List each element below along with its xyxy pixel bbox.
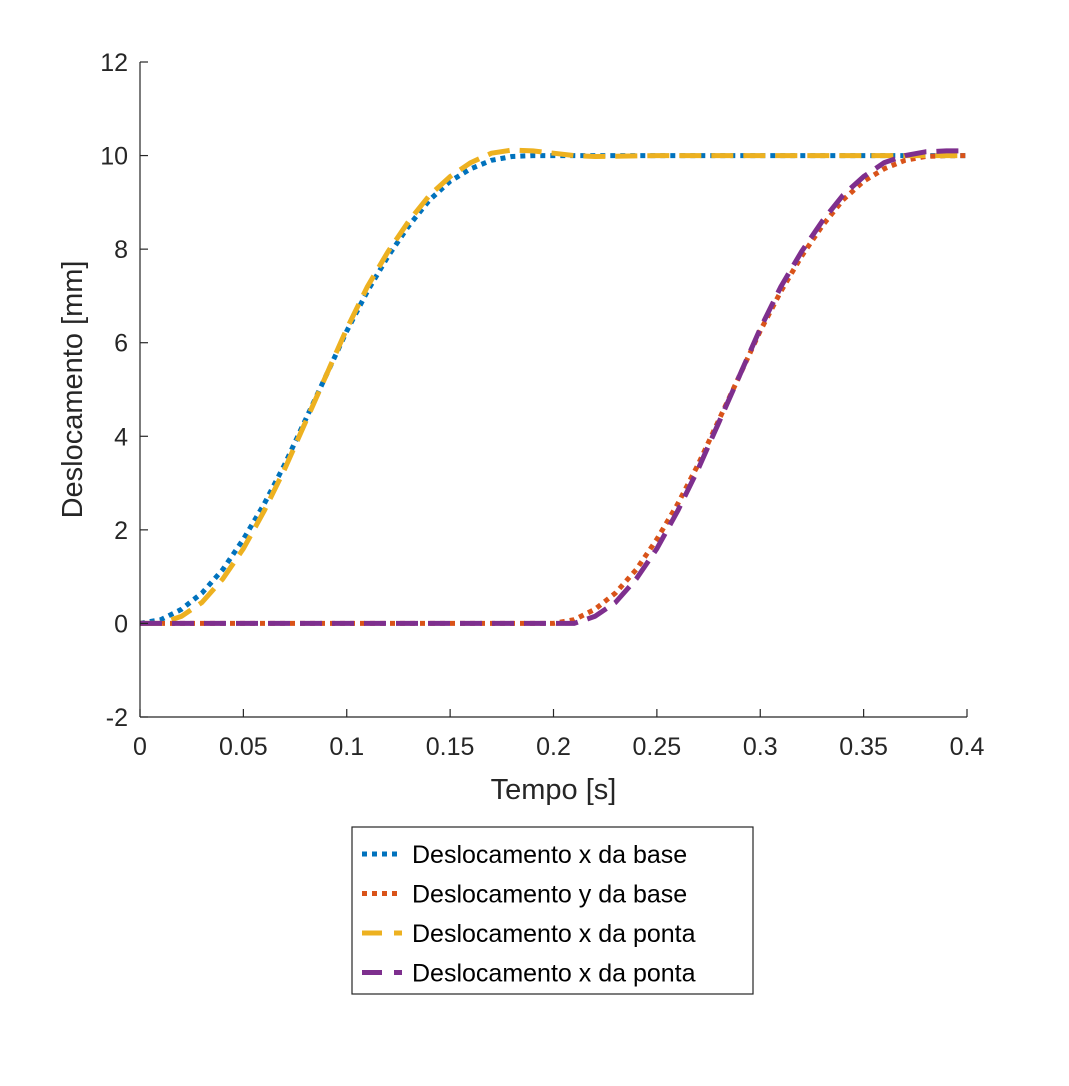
plot-lines [139,147,967,626]
x-tick-label: 0.05 [219,733,268,761]
x-tick-label: 0.35 [839,733,888,761]
y-tick-label: 8 [114,236,128,264]
y-tick-label: 6 [114,330,128,358]
series-line-3 [140,147,967,626]
series-line-4 [140,148,967,626]
legend-label-4: Deslocamento x da ponta [412,960,696,988]
series-line-2 [140,153,967,626]
legend: Deslocamento x da base Deslocamento y da … [351,826,754,995]
x-tick-label: 0.15 [426,733,475,761]
y-tick-label: 2 [114,517,128,545]
y-tick-label: 12 [100,49,128,77]
x-tick-label: 0.1 [329,733,364,761]
y-axis-label: Deslocamento [mm] [57,261,89,519]
y-tick-label: 10 [100,143,128,171]
y-tick-label: -2 [106,704,128,732]
x-tick-label: 0.3 [743,733,778,761]
x-axis-label: Tempo [s] [491,774,617,806]
y-tick-label: 0 [114,610,128,638]
legend-box [351,826,754,995]
legend-label-1: Deslocamento x da base [412,841,687,869]
x-tick-label: 0.4 [950,733,985,761]
x-tick-label: 0.2 [536,733,571,761]
x-tick-label: 0.25 [633,733,682,761]
x-tick-label: 0 [133,733,147,761]
legend-label-2: Deslocamento y da base [412,881,687,909]
legend-label-3: Deslocamento x da ponta [412,920,696,948]
y-tick-label: 4 [114,423,128,451]
